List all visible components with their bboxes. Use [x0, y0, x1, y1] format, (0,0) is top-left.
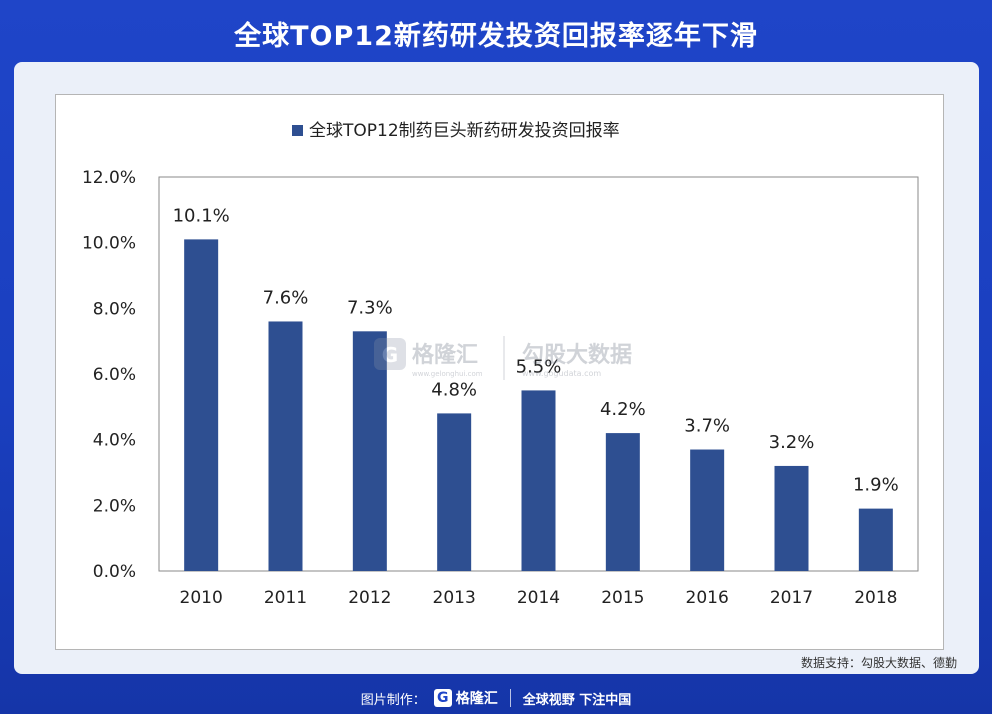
footer-divider: [509, 689, 511, 707]
legend-label: 全球TOP12制药巨头新药研发投资回报率: [309, 121, 620, 141]
x-tick-label: 2010: [180, 588, 223, 608]
data-label: 10.1%: [173, 205, 230, 226]
y-tick-label: 2.0%: [93, 496, 136, 516]
y-tick-label: 8.0%: [93, 299, 136, 319]
gelonghui-logo-icon: G: [433, 689, 452, 707]
y-tick-label: 6.0%: [93, 365, 136, 385]
legend-swatch: [292, 125, 303, 136]
y-tick-label: 0.0%: [93, 562, 136, 582]
footer-slogan: 全球视野 下注中国: [522, 692, 632, 708]
bar: [605, 433, 640, 571]
bar: [268, 321, 303, 571]
footer-made-by: 图片制作：: [360, 692, 426, 708]
x-tick-label: 2011: [264, 588, 307, 608]
watermark-logo-letter: G: [382, 343, 398, 367]
data-label: 3.2%: [769, 432, 815, 453]
watermark-brand2: 勾股大数据: [522, 342, 632, 368]
bar: [352, 331, 387, 571]
chart-card: 全球TOP12制药巨头新药研发投资回报率 0.0% 2.0% 4.0% 6.0% 8.0%…: [14, 62, 979, 674]
footer-logo: G 格隆汇: [433, 688, 498, 708]
data-label: 7.6%: [263, 287, 309, 308]
y-tick-label: 4.0%: [93, 431, 136, 451]
data-label: 3.7%: [684, 416, 730, 437]
data-label: 4.2%: [600, 399, 646, 420]
x-tick-label: 2017: [770, 588, 813, 608]
source-note: 数据支持：勾股大数据、德勤: [800, 656, 957, 670]
x-tick-label: 2018: [854, 588, 897, 608]
x-tick-label: 2016: [686, 588, 729, 608]
x-tick-label: 2014: [517, 588, 560, 608]
footer: 图片制作： G 格隆汇 全球视野 下注中国: [0, 682, 992, 714]
y-tick-label: 12.0%: [82, 168, 136, 188]
chart-frame: 全球TOP12制药巨头新药研发投资回报率 0.0% 2.0% 4.0% 6.0% 8.0%…: [55, 94, 944, 650]
watermark-brand2-url: www.gogudata.com: [522, 369, 601, 378]
y-tick-label: 10.0%: [82, 234, 136, 254]
watermark-brand1-url: www.gelonghui.com: [412, 370, 483, 378]
bar: [858, 508, 893, 571]
x-tick-label: 2012: [348, 588, 391, 608]
watermark-brand1: 格隆汇: [412, 342, 478, 368]
data-label: 4.8%: [431, 379, 477, 400]
data-label: 7.3%: [347, 297, 393, 318]
bar: [521, 390, 556, 571]
bar: [690, 449, 725, 571]
watermark-logo-icon: [374, 338, 406, 370]
bar-chart: 全球TOP12制药巨头新药研发投资回报率 0.0% 2.0% 4.0% 6.0% 8.0%…: [82, 121, 919, 608]
watermark: G 格隆汇 www.gelonghui.com 勾股大数据 www.goguda…: [374, 336, 632, 380]
data-label: 5.5%: [516, 356, 562, 377]
footer-logo-text: 格隆汇: [455, 691, 498, 707]
data-label: 1.9%: [853, 475, 899, 496]
x-tick-label: 2013: [433, 588, 476, 608]
x-tick-label: 2015: [601, 588, 644, 608]
bar: [774, 465, 809, 571]
bar: [184, 239, 219, 571]
page-title: 全球TOP12新药研发投资回报率逐年下滑: [234, 21, 758, 52]
bar: [437, 413, 472, 571]
